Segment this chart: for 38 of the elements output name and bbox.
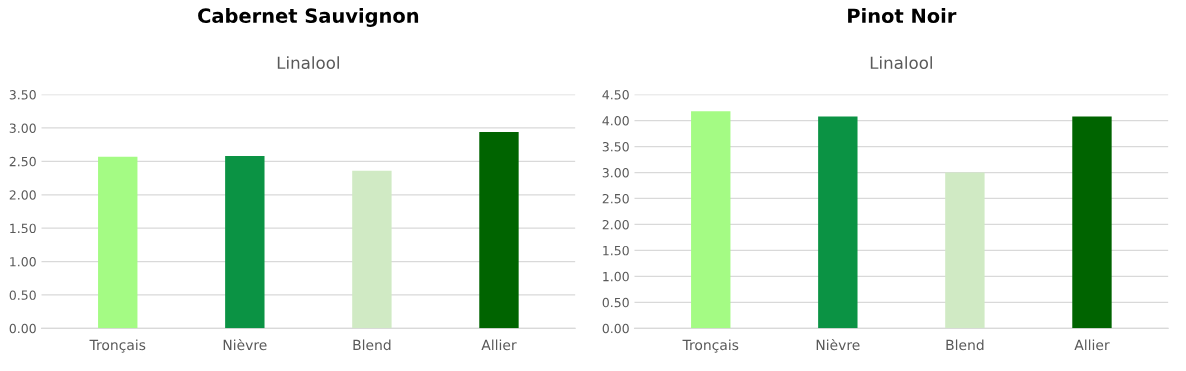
- y-tick-label: 2.50: [602, 193, 629, 204]
- chart-subtitle: Linalool: [870, 56, 932, 70]
- y-tick-label: 1.50: [603, 245, 629, 256]
- bar: [818, 116, 858, 329]
- y-tick-label: 3.50: [602, 142, 629, 152]
- bar: [98, 156, 138, 329]
- chart-title: Pinot Noir: [848, 8, 957, 24]
- y-tick-label: 0.00: [9, 323, 36, 334]
- y-tick-label: 1.00: [10, 257, 36, 267]
- x-tick-label: Nièvre: [223, 338, 267, 351]
- x-tick-label: Tronçais: [682, 339, 739, 353]
- bar: [1072, 116, 1112, 329]
- y-tick-label: 4.00: [602, 116, 629, 126]
- bar: [225, 156, 265, 329]
- bar: [945, 172, 985, 329]
- y-tick-label: 2.50: [9, 156, 36, 167]
- bar: [352, 170, 392, 329]
- y-tick-label: 1.00: [603, 271, 629, 282]
- x-tick-label: Allier: [1074, 339, 1110, 351]
- chart-title: Cabernet Sauvignon: [198, 7, 419, 27]
- x-tick-label: Allier: [481, 339, 517, 351]
- bar: [691, 111, 731, 329]
- x-tick-label: Nièvre: [816, 338, 860, 351]
- y-tick-label: 0.00: [602, 323, 629, 334]
- x-tick-label: Blend: [946, 339, 984, 351]
- y-tick-label: 0.50: [602, 297, 629, 308]
- y-tick-label: 3.00: [602, 167, 629, 178]
- x-tick-label: Tronçais: [89, 339, 146, 353]
- y-tick-label: 2.00: [602, 219, 629, 230]
- y-tick-label: 2.00: [9, 190, 36, 200]
- y-tick-label: 0.50: [9, 290, 36, 300]
- chart-subtitle: Linalool: [277, 56, 339, 70]
- y-tick-label: 1.50: [10, 223, 36, 234]
- x-tick-label: Blend: [353, 339, 391, 351]
- y-tick-label: 3.50: [9, 90, 36, 100]
- y-tick-label: 4.50: [602, 90, 629, 100]
- y-tick-label: 3.00: [9, 123, 36, 133]
- bar: [479, 132, 519, 329]
